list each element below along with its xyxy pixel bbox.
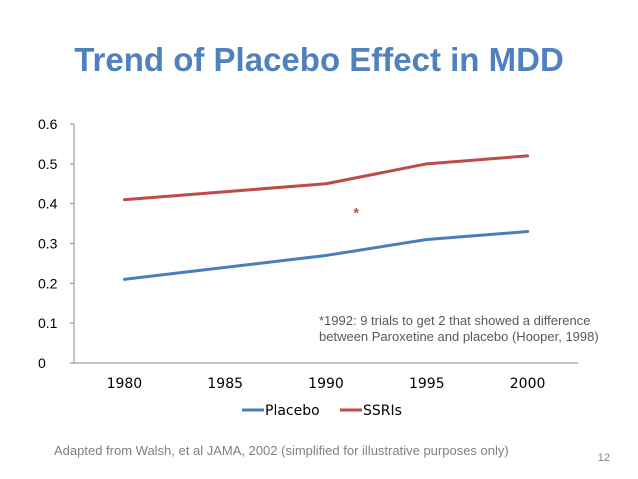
y-axis-ticks: 0 0.1 0.2 0.3 0.4 0.5 0.6 — [38, 116, 74, 371]
annotation-marker-group: * — [354, 205, 360, 221]
x-tick-label: 2000 — [510, 376, 546, 392]
legend-label-ssris: SSRIs — [363, 403, 402, 419]
x-tick-label: 1980 — [107, 376, 143, 392]
x-tick-label: 1995 — [409, 376, 445, 392]
x-axis-ticks: 1980 1985 1990 1995 2000 — [107, 376, 546, 392]
y-tick-label: 0.4 — [38, 196, 58, 212]
x-tick-label: 1990 — [308, 376, 344, 392]
annotation-marker: * — [354, 205, 360, 221]
slide-title: Trend of Placebo Effect in MDD — [74, 41, 564, 78]
series-group — [122, 154, 530, 281]
y-tick-label: 0.5 — [38, 156, 58, 172]
y-tick-label: 0.1 — [38, 315, 58, 331]
page-number: 12 — [597, 452, 610, 464]
legend-label-placebo: Placebo — [265, 403, 320, 419]
chart-annotation: *1992: 9 trials to get 2 that showed a d… — [319, 313, 599, 344]
y-tick-label: 0.6 — [38, 116, 58, 132]
y-tick-label: 0.2 — [38, 275, 58, 291]
y-tick-label: 0 — [38, 355, 46, 371]
y-tick-label: 0.3 — [38, 236, 58, 252]
chart-legend: Placebo SSRIs — [242, 403, 402, 419]
series-line-ssris — [122, 154, 530, 202]
x-tick-label: 1985 — [207, 376, 243, 392]
source-citation: Adapted from Walsh, et al JAMA, 2002 (si… — [54, 443, 509, 458]
series-line-placebo — [122, 230, 530, 281]
